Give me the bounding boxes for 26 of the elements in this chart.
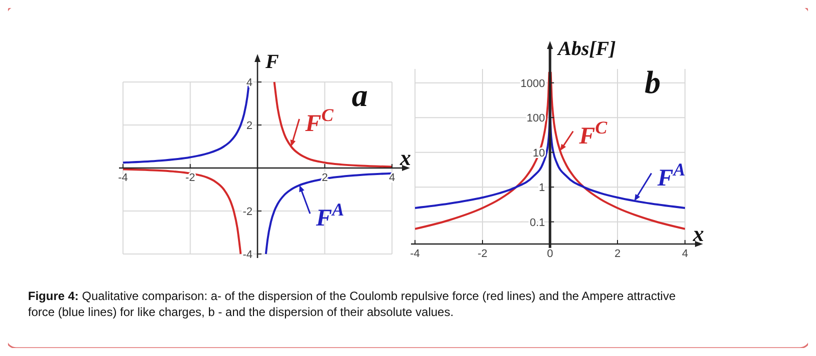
y-tick-label: 1 (538, 182, 545, 194)
x-tick-label: -4 (410, 248, 420, 260)
chart-title: a (352, 77, 368, 113)
chart-title: b (644, 64, 661, 100)
y-tick-label: 0.1 (530, 216, 545, 229)
x-tick-label: -4 (118, 172, 128, 184)
x-tick-label: 4 (388, 172, 396, 184)
legend-label: F$^{C}$ (304, 105, 334, 137)
x-tick-label: 4 (682, 248, 688, 260)
legend-label: F$^{A}$ (315, 200, 344, 232)
x-axis-title: x (399, 145, 411, 170)
x-tick-label: 0 (546, 248, 554, 260)
legend-label: F$^{A}$ (656, 159, 686, 192)
caption: Figure 4: Qualitative comparison: a- of the dispersion of the Coulomb repulsive force (red lines) and the Ampere attractive force (blue lines) for like charges, b - and the dispersion of their absolute values. (28, 289, 676, 319)
y-tick-label: -2 (242, 206, 252, 218)
y-axis-title: Abs[F] (556, 38, 616, 60)
legend-label: F$^{C}$ (578, 117, 608, 150)
y-tick-label: 1000 (520, 78, 545, 90)
y-tick-label: 4 (246, 77, 252, 89)
x-tick-label: 2 (614, 248, 621, 260)
y-axis-title: F (264, 51, 280, 73)
x-tick-label: -2 (185, 172, 196, 184)
x-axis-title: x (692, 221, 704, 246)
y-tick-label: 100 (526, 112, 545, 125)
x-tick-label: -2 (478, 248, 488, 260)
y-tick-label: 2 (246, 120, 252, 132)
